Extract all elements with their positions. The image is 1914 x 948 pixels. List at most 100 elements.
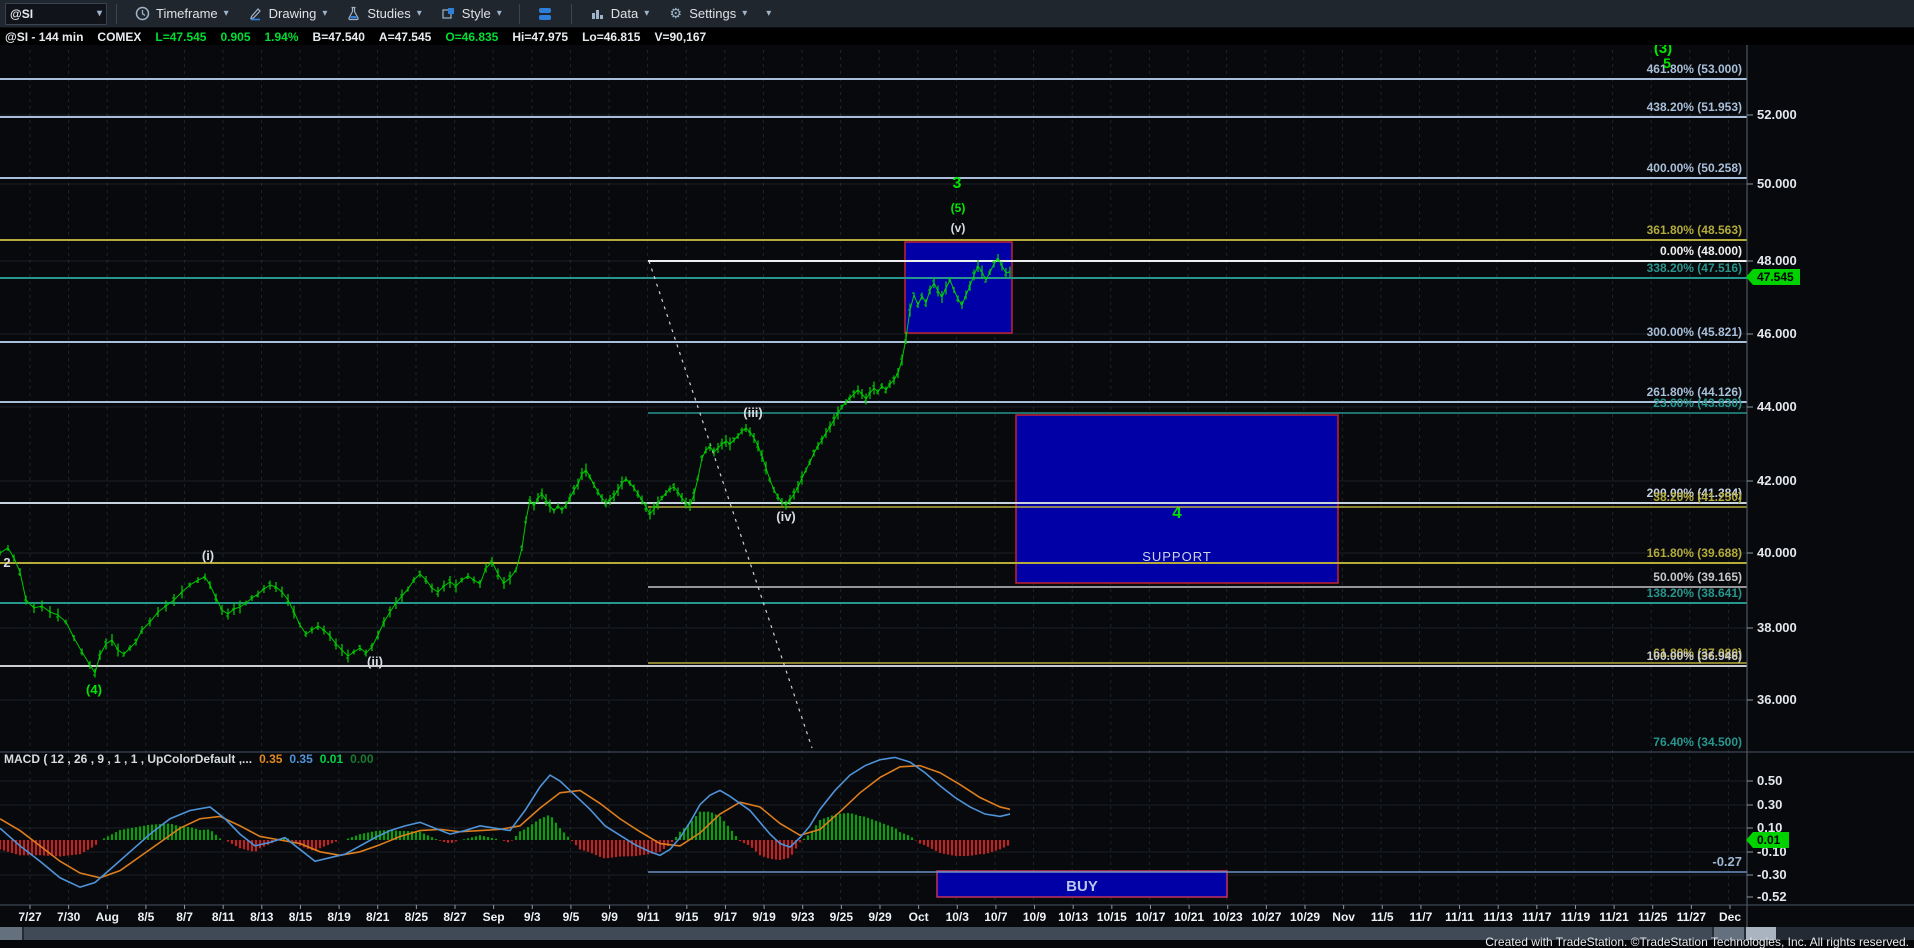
elliott-wave-labels: 2 (i) (ii) (4) (iii) (iv) 3 (5) (v) (3)5 [3, 45, 1672, 697]
support-zone-box[interactable] [1015, 414, 1339, 584]
buy-signal-box[interactable] [936, 870, 1228, 898]
scrollbar-corner[interactable] [1746, 927, 1776, 940]
date-tick-label: 9/5 [563, 910, 580, 924]
wave-label[interactable]: (3) [1654, 45, 1672, 57]
bar-chart-icon [589, 5, 606, 22]
date-tick-label: 10/23 [1213, 910, 1243, 924]
wave-label[interactable]: 5 [1663, 55, 1671, 71]
quote-segment: 0.905 [220, 29, 251, 44]
fib-label: 400.00% (50.258) [1647, 161, 1742, 175]
toolbar: @SI ▾ Timeframe ▾ Drawing ▾ Studies ▾ [0, 0, 1914, 28]
date-axis[interactable]: 7/27 7/30 Aug 8/5 8/7 8/11 8/13 8/15 8/19 8/21 8/2… [18, 905, 1741, 924]
axis-tick-label: 42.000 [1757, 473, 1797, 488]
wave-label[interactable]: (5) [951, 201, 966, 215]
chevron-down-icon: ▾ [416, 8, 422, 19]
chevron-down-icon: ▾ [742, 8, 748, 19]
macd-label-segment: 0.35 [259, 752, 283, 766]
quote-segment: 1.94% [264, 29, 299, 44]
chevron-down-icon[interactable]: ▾ [96, 8, 102, 19]
layout-button[interactable] [529, 2, 562, 26]
value-tag [1746, 269, 1800, 285]
date-tick-label: Sep [483, 910, 505, 924]
buy-label: BUY [1066, 878, 1098, 895]
symbol-input[interactable]: @SI ▾ [5, 2, 107, 25]
scrollbar-thumb[interactable] [24, 927, 1712, 940]
date-tick-label: 8/19 [327, 910, 351, 924]
toolbar-overflow-button[interactable]: ▾ [757, 2, 779, 26]
flask-icon [345, 5, 362, 22]
date-tick-label: 8/13 [250, 910, 274, 924]
pen-icon [247, 5, 264, 22]
copyright-text: Created with TradeStation. ©TradeStation… [1485, 935, 1909, 948]
wave4-label: 4 [1172, 503, 1182, 522]
date-tick-label: 11/7 [1410, 910, 1433, 924]
date-tick-label: 10/21 [1174, 910, 1204, 924]
date-tick-label: Aug [96, 910, 119, 924]
fib-label: 300.00% (45.821) [1647, 325, 1742, 339]
wave-label[interactable]: (v) [951, 221, 966, 235]
wave-label[interactable]: 2 [3, 555, 10, 570]
date-tick-label: 11/27 [1677, 910, 1707, 924]
chart-canvas[interactable]: 4 SUPPORT BUY 461.80% (53.000) 438.20% (51.9… [0, 45, 1914, 928]
scrollbar-right-button[interactable] [1714, 927, 1744, 940]
wave-label[interactable]: (4) [86, 682, 102, 697]
wave-label[interactable]: (iii) [743, 405, 763, 420]
date-tick-label: 8/5 [138, 910, 155, 924]
fib-label: 200.00% (41.384) [1647, 486, 1742, 500]
wave5-target-box[interactable] [904, 241, 1013, 334]
macd-study-label[interactable]: MACD ( 12 , 26 , 9 , 1 , 1 , UpColorDefa… [4, 752, 381, 766]
axis-tick-label: 40.000 [1757, 545, 1797, 560]
date-tick-label: 11/21 [1599, 910, 1629, 924]
fib-label: 138.20% (38.641) [1647, 586, 1742, 600]
date-tick-label: 10/17 [1135, 910, 1165, 924]
date-tick-label: Oct [909, 910, 929, 924]
axis-tick-label: 50.000 [1757, 176, 1797, 191]
menu-label: Studies [367, 6, 411, 21]
fib-label: 438.20% (51.953) [1647, 100, 1742, 114]
layout-icon [537, 5, 554, 22]
date-tick-label: 9/23 [791, 910, 815, 924]
value-tag-text: 47.545 [1757, 270, 1794, 284]
date-tick-label: 9/29 [868, 910, 892, 924]
date-tick-label: 11/17 [1522, 910, 1552, 924]
menu-label: Data [610, 6, 639, 21]
date-tick-label: Dec [1719, 910, 1741, 924]
chart-background [0, 45, 1914, 928]
wave-label[interactable]: (i) [202, 548, 214, 563]
wave-label[interactable]: 3 [953, 175, 962, 192]
axis-tick-label: 48.000 [1757, 253, 1797, 268]
date-tick-label: 8/25 [405, 910, 429, 924]
fib-label: 338.20% (47.516) [1647, 261, 1742, 275]
axis-tick-label: 36.000 [1757, 692, 1797, 707]
menu-label: Timeframe [156, 6, 218, 21]
chevron-down-icon: ▾ [644, 8, 650, 19]
wave-label[interactable]: (iv) [776, 509, 796, 524]
chevron-down-icon: ▾ [223, 8, 229, 19]
quote-segment: A=47.545 [378, 29, 432, 44]
wave-label[interactable]: (ii) [367, 654, 383, 669]
date-tick-label: 7/30 [57, 910, 81, 924]
menu-label: Settings [689, 6, 737, 21]
date-tick-label: 10/15 [1097, 910, 1127, 924]
scrollbar-left-button[interactable] [0, 927, 22, 940]
macd-signal-line [0, 764, 1011, 879]
value-tag [1746, 832, 1789, 848]
toolbar-divider [116, 3, 117, 24]
axis-tick-label: 38.000 [1757, 620, 1797, 635]
menu-timeframe[interactable]: Timeframe ▾ [126, 2, 237, 26]
trend-dashed-line[interactable] [648, 260, 813, 749]
date-tick-label: 9/3 [524, 910, 541, 924]
chevron-down-icon: ▾ [322, 8, 328, 19]
date-tick-label: 9/11 [637, 910, 660, 924]
menu-studies[interactable]: Studies ▾ [337, 2, 429, 26]
symbol-value: @SI [10, 6, 34, 21]
toolbar-divider [518, 3, 520, 24]
menu-data[interactable]: Data ▾ [581, 2, 658, 26]
macd-hline-label: -0.27 [1712, 854, 1742, 869]
menu-drawing[interactable]: Drawing ▾ [239, 2, 336, 26]
menu-style[interactable]: Style ▾ [432, 2, 510, 26]
menu-settings[interactable]: ⚙ Settings ▾ [659, 2, 755, 26]
axis-tick-label: 52.000 [1757, 107, 1797, 122]
date-tick-label: 10/3 [946, 910, 970, 924]
